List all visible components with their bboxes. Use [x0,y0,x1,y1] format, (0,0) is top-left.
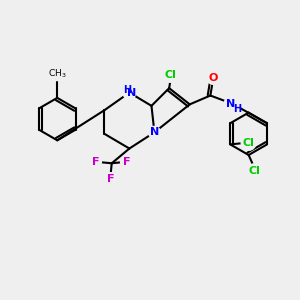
Circle shape [121,156,132,168]
Circle shape [163,68,178,82]
Circle shape [224,95,241,112]
Text: Cl: Cl [243,138,254,148]
Text: O: O [208,73,218,83]
Text: F: F [106,174,114,184]
Text: F: F [123,157,130,167]
Circle shape [123,86,136,99]
Circle shape [90,156,101,168]
Circle shape [148,126,160,138]
Text: N: N [226,99,236,109]
Text: H: H [233,104,241,114]
Circle shape [207,71,220,84]
Circle shape [104,173,116,184]
Text: H: H [123,85,131,94]
Text: Cl: Cl [249,166,260,176]
Text: CH$_3$: CH$_3$ [48,67,67,80]
Text: F: F [92,157,99,167]
Text: N: N [127,88,136,98]
Text: Cl: Cl [165,70,176,80]
Text: N: N [150,127,160,137]
Circle shape [247,164,262,178]
Circle shape [241,136,256,150]
